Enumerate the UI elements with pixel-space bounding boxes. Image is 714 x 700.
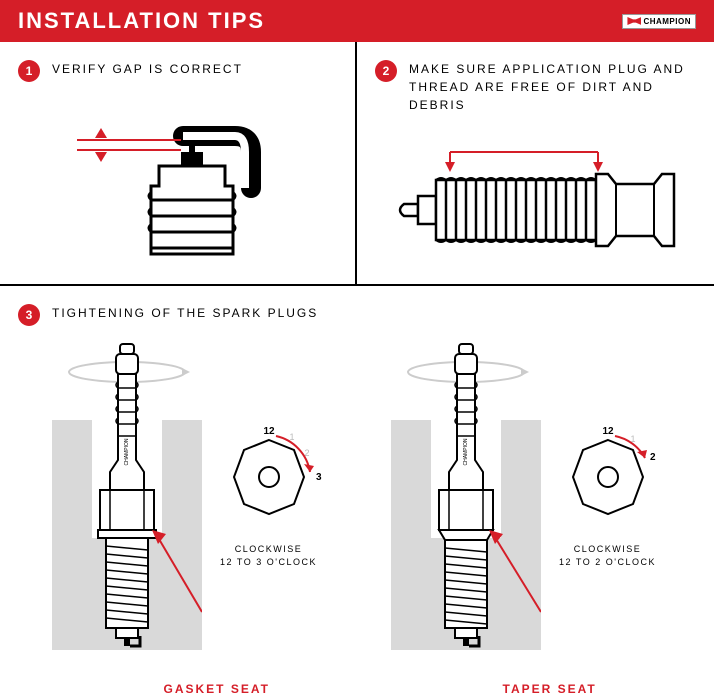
taper-clock-label: CLOCKWISE 12 TO 2 O'CLOCK [553,543,663,568]
brand-badge: CHAMPION [622,14,696,29]
step-1-text: Verify gap is correct [52,60,243,78]
step-2-head: 2 Make sure application plug and thread … [375,60,696,114]
gasket-seat-label: GASKET SEAT [164,682,270,696]
top-row: 1 Verify gap is correct [0,42,714,284]
clock-1-faint: 1 [289,432,294,442]
taper-clock-line2: 12 TO 2 O'CLOCK [553,556,663,569]
plugs-row: CHAMPION [18,340,696,650]
step-3-head: 3 Tightening of the spark plugs [18,304,696,326]
header-bar: INSTALLATION TIPS CHAMPION [0,0,714,42]
gasket-clock-svg: 12 1 2 3 [214,422,324,532]
brand-text: CHAMPION [643,17,691,26]
clock-12: 12 [263,426,275,437]
gasket-clock-block: 12 1 2 3 CLOCKWISE 12 TO 3 O'CLOCK [214,422,324,568]
taper-clock-block: 12 1 2 CLOCKWISE 12 TO 2 O'CLOCK [553,422,663,568]
clock-3: 3 [316,472,322,483]
step-1-illustration [18,96,337,256]
step-1-head: 1 Verify gap is correct [18,60,337,82]
gasket-plug-svg: CHAMPION [52,340,202,650]
taper-plug-svg: CHAMPION [391,340,541,650]
step-3-number: 3 [18,304,40,326]
taper-seat-group: CHAMPION [391,340,663,650]
gasket-clock-line2: 12 TO 3 O'CLOCK [214,556,324,569]
svg-text:CHAMPION: CHAMPION [124,438,130,465]
gasket-clock-label: CLOCKWISE 12 TO 3 O'CLOCK [214,543,324,568]
taper-clock-svg: 12 1 2 [553,422,663,532]
step-2-number: 2 [375,60,397,82]
gasket-seat-group: CHAMPION [52,340,324,650]
header-title: INSTALLATION TIPS [18,8,265,34]
gap-illustration-svg [63,96,293,256]
brand-bowtie-icon [627,17,641,25]
clock-12: 12 [602,426,614,437]
step-2-cell: 2 Make sure application plug and thread … [357,42,714,284]
step-1-number: 1 [18,60,40,82]
step-2-text: Make sure application plug and thread ar… [409,60,696,114]
taper-clock-line1: CLOCKWISE [553,543,663,556]
step-3-text: Tightening of the spark plugs [52,304,318,322]
gasket-clock-line1: CLOCKWISE [214,543,324,556]
clock-2: 2 [650,452,656,463]
step-2-illustration [375,128,696,278]
thread-illustration-svg [386,128,686,278]
taper-seat-label: TAPER SEAT [503,682,597,696]
step-3-section: 3 Tightening of the spark plugs [0,286,714,650]
step-1-cell: 1 Verify gap is correct [0,42,357,284]
svg-text:CHAMPION: CHAMPION [463,438,469,465]
